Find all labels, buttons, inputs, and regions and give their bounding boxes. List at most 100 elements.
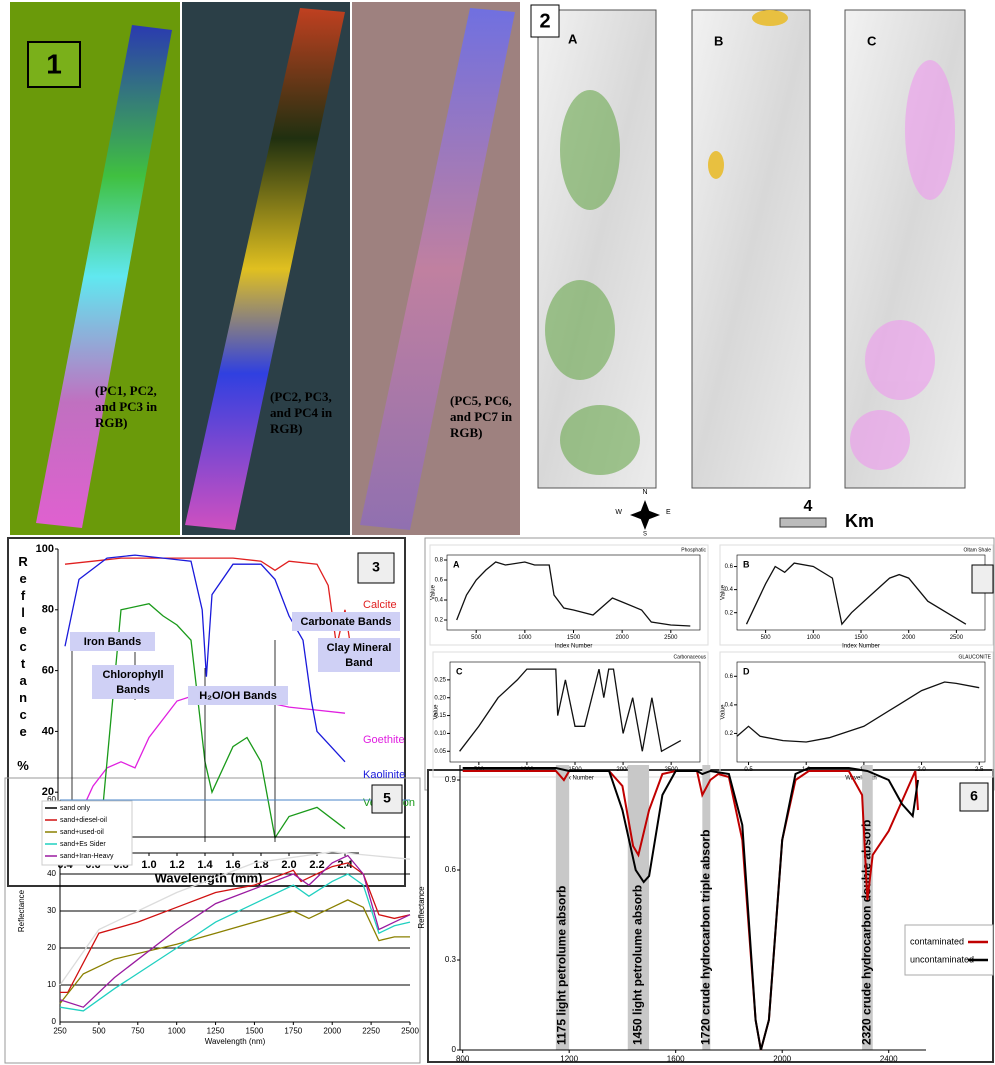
legend-label: sand+used-oil [60, 829, 104, 836]
series-line [460, 669, 681, 751]
caption: (PC2, PC3, [270, 389, 332, 404]
compass-label: E [666, 509, 671, 516]
legend-label: sand+Iran-Heavy [60, 853, 114, 860]
y-tick-label: 0.8 [435, 558, 444, 564]
y-tick-label: 0.3 [445, 955, 457, 964]
y-tick-label: 0.6 [725, 674, 734, 680]
x-tick-label: 2.5 [975, 767, 984, 773]
compass: N E S W [615, 489, 671, 538]
strip-label: B [714, 33, 723, 48]
x-tick-label: 2000 [615, 635, 629, 641]
subplot-frame [433, 652, 708, 777]
series-line [60, 900, 410, 1004]
annotation: H₂O/OH Bands [199, 690, 277, 702]
legend-label: sand only [60, 805, 90, 812]
panel-4-label [972, 565, 993, 593]
y-tick-label: 60 [42, 665, 54, 677]
band-label: 1720 crude hydrocarbon triple absorb [698, 830, 712, 1045]
y-tick-label: 0.6 [445, 865, 457, 874]
caption: (PC1, PC2, [95, 383, 157, 398]
y-tick-label: 0.05 [434, 749, 446, 755]
annotation: Bands [116, 684, 150, 696]
x-tick-label: 1250 [207, 1026, 225, 1035]
x-tick-label: 500 [471, 635, 482, 641]
legend-label: sand+diesel-oil [60, 817, 107, 824]
x-tick-label: 2250 [362, 1026, 380, 1035]
x-tick-label: 2500 [950, 635, 964, 641]
x-axis-label: Wavelength (mm) [155, 870, 263, 885]
x-axis-label: Index Number [842, 644, 880, 650]
x-tick-label: 1000 [518, 635, 532, 641]
x-tick-label: 1.4 [197, 859, 213, 871]
plot-frame [737, 662, 985, 762]
annotation: Iron Bands [84, 636, 141, 648]
annotation: Chlorophyll [102, 669, 163, 681]
legend-box [905, 925, 993, 975]
page: 1 2 A B C N E S W 4 Km (PC1, PC2,and PC3… [0, 0, 995, 1065]
x-tick-label: 1750 [284, 1026, 302, 1035]
x-tick-label: 750 [131, 1026, 145, 1035]
y-tick-label: 100 [36, 543, 54, 555]
legend-label: uncontaminated [910, 954, 974, 964]
compass-label: S [643, 532, 647, 538]
y-tick-label: 80 [42, 604, 54, 616]
image-strip [692, 10, 810, 488]
y-axis-label: Reflectance [417, 886, 426, 929]
plot-frame [737, 555, 985, 630]
plot-frame [447, 555, 700, 630]
subplot-frame [720, 652, 993, 777]
panel-2: 2 A B C N E S W 4 Km [531, 5, 965, 538]
x-tick-label: 1.2 [169, 859, 184, 871]
annotation: Carbonate Bands [300, 616, 391, 628]
x-tick-label: 1200 [560, 1054, 578, 1063]
x-tick-label: 250 [53, 1026, 67, 1035]
panel-label: 5 [383, 790, 391, 806]
band-label: 2320 crude hydrocarbon double absorb [860, 820, 874, 1045]
x-tick-label: 2.0 [917, 767, 926, 773]
series-label: Goethite [363, 734, 405, 746]
band-label: 1175 light petrolume absorb [555, 886, 569, 1045]
annotation: Band [345, 657, 373, 669]
series-line [747, 563, 966, 624]
panel-label: 3 [372, 559, 380, 575]
series-line [60, 874, 410, 1011]
caption: and PC7 in [450, 409, 513, 424]
caption: and PC4 in [270, 405, 333, 420]
y-axis-label: Reflectance % [16, 554, 31, 775]
y-axis-label: Value [721, 584, 727, 600]
x-tick-label: 2500 [401, 1026, 419, 1035]
compass-label: W [615, 509, 622, 516]
series-line [737, 682, 979, 742]
strip-label: C [867, 33, 877, 48]
legend-label: sand+Es Sider [60, 841, 106, 848]
x-tick-label: 1000 [168, 1026, 186, 1035]
caption: RGB) [270, 421, 303, 436]
y-tick-label: 0 [452, 1045, 457, 1054]
y-tick-label: 0.9 [445, 775, 457, 784]
subplot-note: Phosphatic [681, 547, 706, 553]
y-axis-label: Value [431, 584, 437, 600]
subplot-letter: B [743, 559, 750, 569]
y-tick-label: 10 [47, 980, 56, 989]
x-tick-label: 1500 [246, 1026, 264, 1035]
y-tick-label: 0.2 [725, 731, 734, 737]
panel-label-box [972, 565, 993, 593]
y-tick-label: 40 [47, 869, 56, 878]
series-label: Calcite [363, 599, 397, 611]
x-tick-label: 1000 [807, 635, 821, 641]
x-tick-label: 2000 [902, 635, 916, 641]
band-label: 1450 light petrolume absorb [631, 885, 645, 1045]
x-tick-label: 1500 [567, 635, 581, 641]
x-tick-label: 2.2 [309, 859, 324, 871]
y-axis-label: Reflectance [17, 889, 26, 932]
chart: 0102030405060250500750100012501500175020… [17, 785, 419, 1046]
x-tick-label: 2.0 [281, 859, 296, 871]
x-tick-label: 1.0 [141, 859, 156, 871]
x-tick-label: 1500 [854, 635, 868, 641]
y-tick-label: 0.6 [435, 578, 444, 584]
strip-label: A [568, 31, 578, 46]
caption: (PC5, PC6, [450, 393, 512, 408]
x-tick-label: 500 [761, 635, 772, 641]
